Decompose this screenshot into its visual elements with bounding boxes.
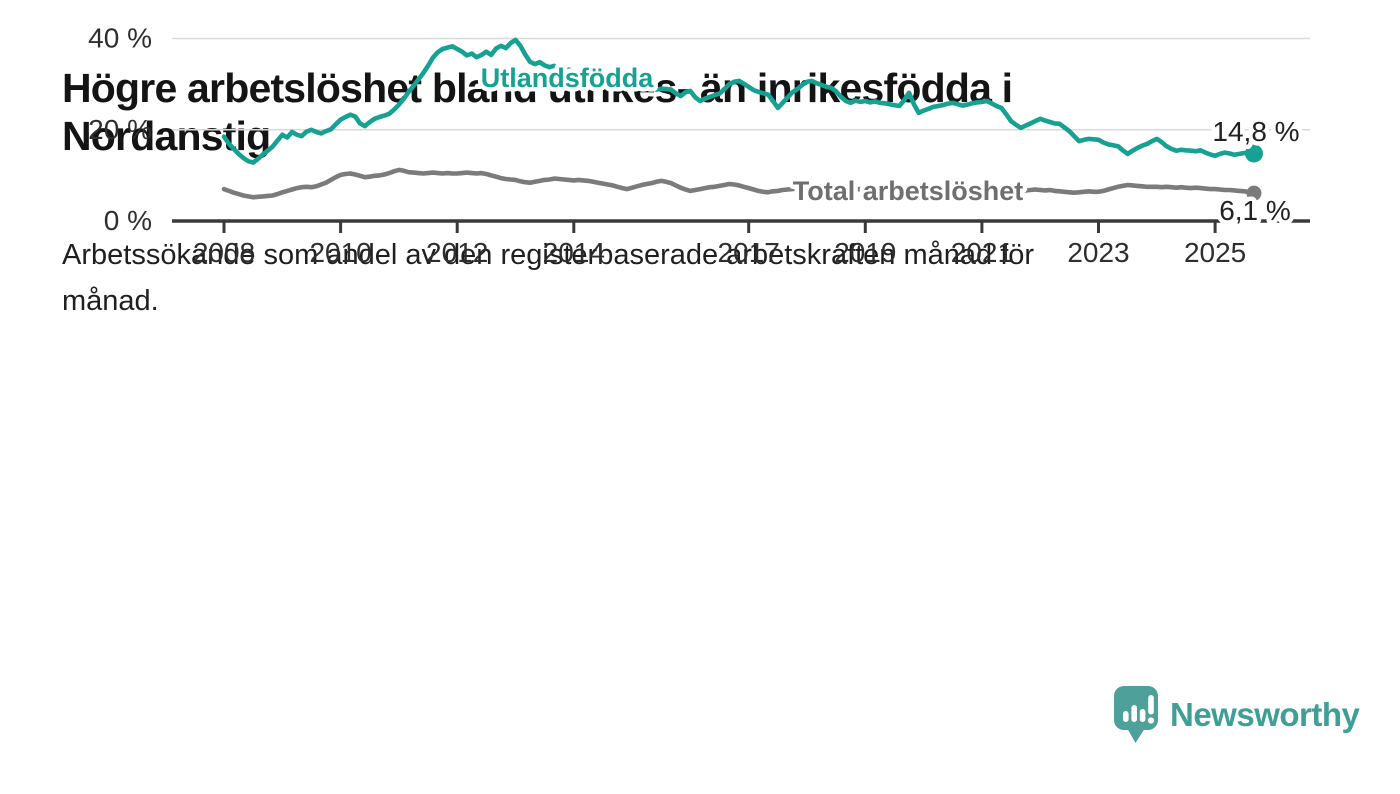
x-tick-label: 2012 (426, 237, 488, 268)
chart-subtitle-line1: Arbetssökande som andel av den registerb… (62, 239, 1035, 271)
newsworthy-speech-bubble-icon (1114, 686, 1158, 743)
newsworthy-logo: Newsworthy (1112, 684, 1360, 745)
chart-subtitle-line2: månad. (62, 285, 159, 317)
series-end-value-label: 6,1 % (1219, 195, 1291, 226)
x-tick-label: 2017 (718, 237, 780, 268)
series-end-value-label: 14,8 % (1212, 116, 1299, 147)
x-tick-label: 2008 (193, 237, 255, 268)
x-tick-label: 2019 (834, 237, 896, 268)
x-tick-label: 2010 (309, 237, 371, 268)
newsworthy-brand-text: Newsworthy (1170, 695, 1360, 733)
total-unemployment-line (221, 167, 1257, 200)
page-title: Högre arbetslöshet bland utrikes- än inr… (62, 64, 1322, 160)
y-tick-label: 20 % (88, 114, 152, 145)
x-tick-label: 2021 (951, 237, 1013, 268)
total-series-label: Total arbetslöshet (793, 176, 1024, 206)
x-tick-label: 2014 (543, 237, 605, 268)
y-tick-label: 40 % (88, 23, 152, 54)
chart-subtitle: Arbetssökande som andel av den registerb… (62, 232, 1302, 324)
foreign-born-line (221, 37, 1257, 165)
foreign-born-series-label: Utlandsfödda (481, 63, 654, 93)
y-tick-label: 0 % (104, 205, 152, 236)
series-end-dot (1244, 144, 1263, 163)
unemployment-line-chart: 2008 2010 2012 2014 2017 2019 2021 2023 2025 0 % 2… (88, 23, 1310, 268)
series-end-dot (1246, 185, 1262, 201)
x-tick-label: 2025 (1184, 237, 1246, 268)
x-tick-label: 2023 (1067, 237, 1129, 268)
